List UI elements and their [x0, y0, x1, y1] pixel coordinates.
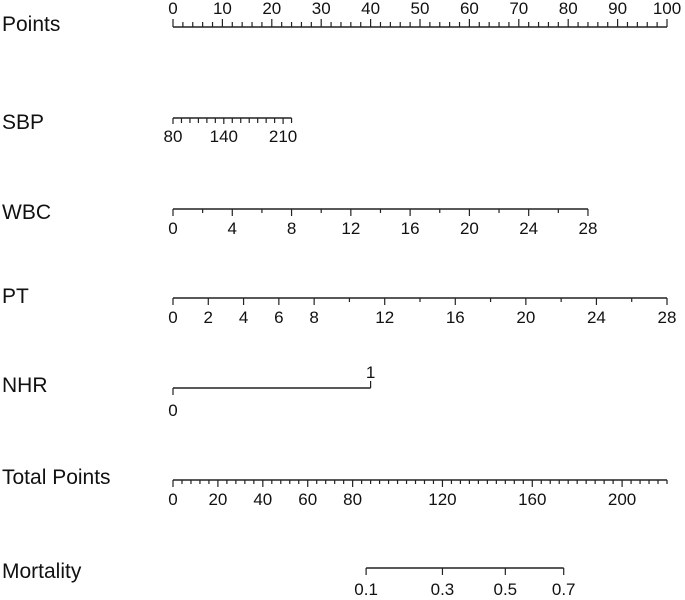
- wbc-tick-label-1: 4: [228, 219, 237, 238]
- sbp-row-label: SBP: [2, 111, 44, 134]
- total-points-tick-label-3: 60: [298, 490, 317, 509]
- points-tick-label-3: 30: [312, 0, 331, 18]
- pt-tick-label-6: 16: [446, 308, 465, 327]
- wbc-tick-label-6: 24: [519, 219, 538, 238]
- pt-tick-label-3: 6: [274, 308, 283, 327]
- pt-tick-label-1: 2: [204, 308, 213, 327]
- mortality-tick-label-1: 0.3: [431, 580, 455, 599]
- wbc-tick-label-4: 16: [401, 219, 420, 238]
- pt-tick-label-8: 24: [587, 308, 606, 327]
- points-tick-label-8: 80: [559, 0, 578, 18]
- points-tick-label-0: 0: [168, 0, 177, 18]
- points-tick-label-1: 10: [213, 0, 232, 18]
- points-tick-label-6: 60: [460, 0, 479, 18]
- points-tick-label-7: 70: [509, 0, 528, 18]
- wbc-tick-label-0: 0: [168, 219, 177, 238]
- total-points-tick-label-5: 120: [428, 490, 456, 509]
- nhr-tick-label-1: 1: [366, 363, 375, 382]
- total-points-tick-label-0: 0: [168, 490, 177, 509]
- total-points-tick-label-7: 200: [608, 490, 636, 509]
- points-tick-label-10: 100: [653, 0, 681, 18]
- sbp-tick-label-1: 140: [210, 127, 238, 146]
- total-points-row-label: Total Points: [2, 466, 111, 489]
- points-tick-label-2: 20: [262, 0, 281, 18]
- mortality-row-label: Mortality: [2, 560, 82, 583]
- points-tick-label-9: 90: [608, 0, 627, 18]
- total-points-tick-label-2: 40: [253, 490, 272, 509]
- pt-tick-label-2: 4: [239, 308, 248, 327]
- pt-tick-label-9: 28: [658, 308, 677, 327]
- total-points-tick-label-6: 160: [518, 490, 546, 509]
- total-points-tick-label-4: 80: [343, 490, 362, 509]
- total-points-tick-label-1: 20: [208, 490, 227, 509]
- mortality-tick-label-3: 0.7: [552, 580, 576, 599]
- mortality-tick-label-0: 0.1: [354, 580, 378, 599]
- wbc-tick-label-7: 28: [578, 219, 597, 238]
- pt-tick-label-7: 20: [516, 308, 535, 327]
- sbp-tick-label-0: 80: [164, 127, 183, 146]
- wbc-tick-label-3: 12: [341, 219, 360, 238]
- points-row-label: Points: [2, 13, 60, 36]
- nhr-row-label: NHR: [2, 374, 48, 397]
- pt-tick-label-5: 12: [375, 308, 394, 327]
- pt-row-label: PT: [2, 285, 29, 308]
- mortality-tick-label-2: 0.5: [494, 580, 518, 599]
- sbp-tick-label-2: 210: [269, 127, 297, 146]
- nhr-tick-label-0: 0: [168, 401, 177, 420]
- wbc-row-label: WBC: [2, 201, 51, 224]
- wbc-tick-label-5: 20: [460, 219, 479, 238]
- pt-tick-label-4: 8: [309, 308, 318, 327]
- points-tick-label-4: 40: [361, 0, 380, 18]
- pt-tick-label-0: 0: [168, 308, 177, 327]
- points-tick-label-5: 50: [411, 0, 430, 18]
- wbc-tick-label-2: 8: [287, 219, 296, 238]
